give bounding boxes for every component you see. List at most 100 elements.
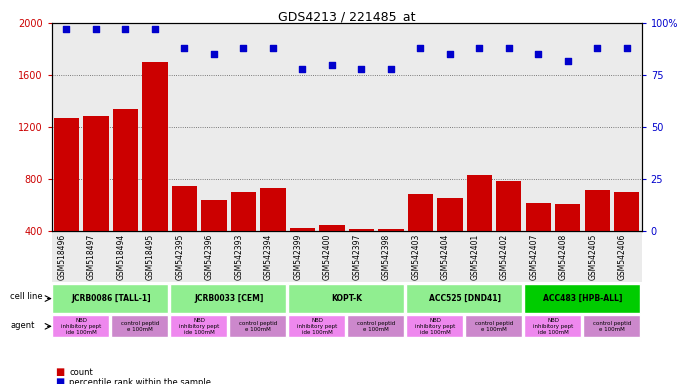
- Bar: [52, 232, 81, 282]
- Bar: [172, 186, 197, 283]
- Point: [592, 45, 603, 51]
- Text: percentile rank within the sample: percentile rank within the sample: [69, 377, 211, 384]
- Text: GSM542402: GSM542402: [500, 234, 509, 280]
- Bar: [201, 200, 226, 283]
- Bar: [524, 315, 581, 338]
- Bar: [614, 192, 640, 283]
- Bar: [81, 23, 110, 232]
- Bar: [170, 23, 199, 232]
- Bar: [406, 315, 463, 338]
- Bar: [465, 232, 494, 282]
- Bar: [170, 315, 227, 338]
- Point: [356, 66, 367, 72]
- Bar: [140, 23, 170, 232]
- Text: GSM542397: GSM542397: [353, 234, 362, 280]
- Text: GSM542405: GSM542405: [589, 234, 598, 280]
- Bar: [406, 23, 435, 232]
- Text: NBD
inhibitory pept
ide 100mM: NBD inhibitory pept ide 100mM: [297, 318, 337, 334]
- Bar: [317, 23, 347, 232]
- Text: GSM542403: GSM542403: [411, 234, 420, 280]
- Point: [208, 51, 219, 57]
- Bar: [231, 192, 256, 283]
- Bar: [110, 315, 168, 338]
- Bar: [612, 23, 642, 232]
- Bar: [319, 225, 344, 283]
- Bar: [465, 315, 522, 338]
- Bar: [406, 284, 522, 313]
- Point: [61, 26, 72, 32]
- Text: GSM542399: GSM542399: [293, 234, 302, 280]
- Point: [415, 45, 426, 51]
- Text: GSM542394: GSM542394: [264, 234, 273, 280]
- Bar: [140, 232, 170, 282]
- Text: ACC483 [HPB-ALL]: ACC483 [HPB-ALL]: [543, 294, 622, 303]
- Bar: [612, 232, 642, 282]
- Bar: [524, 23, 553, 232]
- Bar: [83, 116, 108, 283]
- Text: control peptid
e 100mM: control peptid e 100mM: [239, 321, 277, 332]
- Text: control peptid
e 100mM: control peptid e 100mM: [593, 321, 631, 332]
- Bar: [288, 232, 317, 282]
- Text: ■: ■: [55, 367, 64, 377]
- Bar: [199, 232, 229, 282]
- Bar: [435, 232, 465, 282]
- Text: KOPT-K: KOPT-K: [331, 294, 362, 303]
- Bar: [526, 203, 551, 283]
- Bar: [553, 232, 582, 282]
- Bar: [376, 23, 406, 232]
- Text: JCRB0086 [TALL-1]: JCRB0086 [TALL-1]: [71, 294, 150, 303]
- Bar: [582, 232, 612, 282]
- Point: [150, 26, 161, 32]
- Point: [120, 26, 131, 32]
- Bar: [347, 23, 376, 232]
- Bar: [229, 315, 286, 338]
- Text: count: count: [69, 368, 92, 377]
- Bar: [260, 189, 286, 283]
- Point: [268, 45, 279, 51]
- Point: [386, 66, 397, 72]
- Point: [297, 66, 308, 72]
- Bar: [229, 232, 258, 282]
- Point: [622, 45, 633, 51]
- Point: [179, 45, 190, 51]
- Point: [533, 51, 544, 57]
- Title: GDS4213 / 221485_at: GDS4213 / 221485_at: [278, 10, 415, 23]
- Bar: [524, 284, 640, 313]
- Bar: [555, 204, 580, 283]
- Point: [326, 62, 337, 68]
- Bar: [142, 62, 168, 283]
- Text: GSM542406: GSM542406: [618, 234, 627, 280]
- Bar: [465, 23, 494, 232]
- Bar: [437, 197, 462, 283]
- Bar: [170, 232, 199, 282]
- Text: GSM542408: GSM542408: [559, 234, 568, 280]
- Bar: [52, 284, 168, 313]
- Bar: [258, 232, 288, 282]
- Text: control peptid
e 100mM: control peptid e 100mM: [475, 321, 513, 332]
- Text: control peptid
e 100mM: control peptid e 100mM: [357, 321, 395, 332]
- Bar: [199, 23, 229, 232]
- Bar: [288, 23, 317, 232]
- Text: agent: agent: [10, 321, 34, 330]
- Point: [504, 45, 515, 51]
- Point: [562, 58, 573, 64]
- Bar: [288, 284, 404, 313]
- Bar: [494, 232, 524, 282]
- Text: NBD
inhibitory pept
ide 100mM: NBD inhibitory pept ide 100mM: [61, 318, 101, 334]
- Bar: [52, 315, 109, 338]
- Bar: [582, 23, 612, 232]
- Point: [238, 45, 249, 51]
- Bar: [582, 315, 640, 338]
- Bar: [524, 232, 553, 282]
- Bar: [553, 23, 582, 232]
- Text: GSM542396: GSM542396: [205, 234, 214, 280]
- Text: GSM542400: GSM542400: [323, 234, 332, 280]
- Bar: [81, 232, 110, 282]
- Text: NBD
inhibitory pept
ide 100mM: NBD inhibitory pept ide 100mM: [179, 318, 219, 334]
- Bar: [494, 23, 524, 232]
- Bar: [52, 23, 81, 232]
- Bar: [170, 284, 286, 313]
- Bar: [110, 23, 140, 232]
- Bar: [585, 190, 610, 283]
- Text: GSM518496: GSM518496: [57, 234, 66, 280]
